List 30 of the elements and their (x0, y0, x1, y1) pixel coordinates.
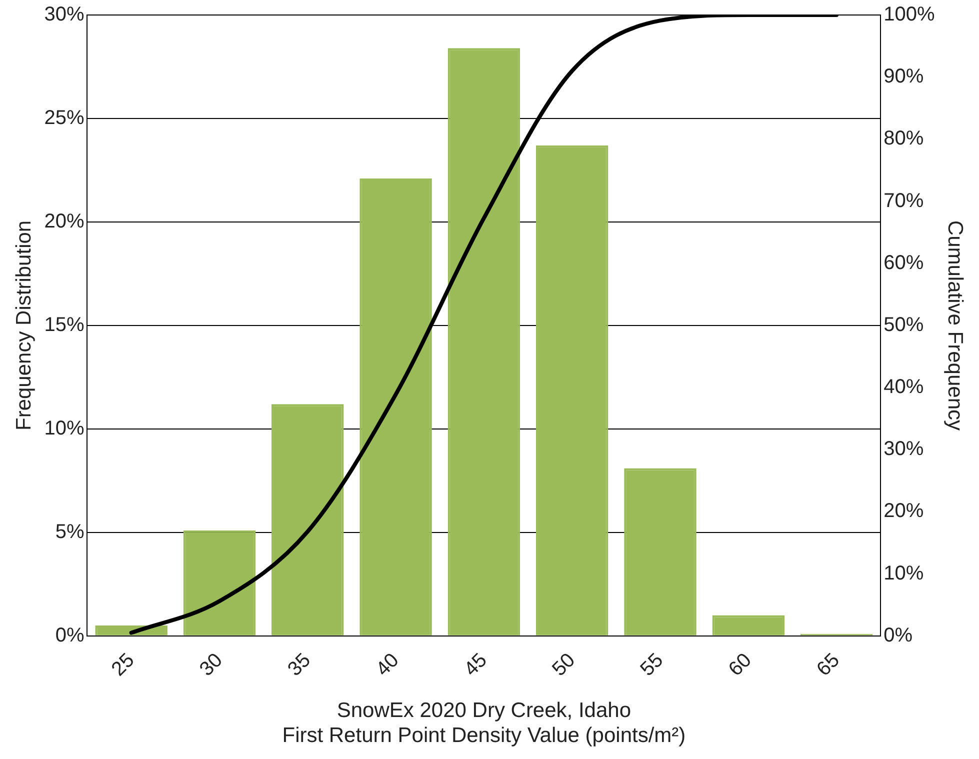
y-tick-label: 30% (44, 4, 84, 26)
y2-tick-label: 90% (884, 66, 924, 88)
x-tick-label: 30 (196, 649, 227, 681)
y2-axis-title: Cumulative Frequency (944, 220, 967, 431)
y2-tick-label: 40% (884, 376, 924, 398)
y2-tick-label: 20% (884, 500, 924, 522)
y-tick-label: 10% (44, 417, 84, 440)
y2-tick-label: 100% (884, 4, 936, 26)
x-tick-label: 25 (107, 649, 139, 681)
y2-tick-label: 80% (884, 128, 924, 150)
y-tick-label: 25% (44, 107, 84, 129)
y2-tick-label: 30% (884, 438, 924, 460)
x-tick-label: 45 (460, 649, 492, 681)
y2-tick-label: 10% (884, 562, 924, 584)
x-axis-title: SnowEx 2020 Dry Creek, Idaho First Return Point Density Value (points/m²) (282, 698, 686, 748)
x-tick-label: 50 (548, 649, 580, 681)
y2-tick-label: 60% (884, 252, 924, 274)
y-axis-title: Frequency Distribution (12, 220, 36, 430)
x-tick-label: 55 (636, 649, 668, 681)
x-tick-label: 65 (812, 649, 844, 681)
y2-tick-label: 50% (884, 314, 924, 336)
y-tick-label: 5% (55, 520, 84, 543)
y2-tick-label: 0% (884, 624, 913, 646)
x-tick-label: 60 (724, 649, 756, 681)
x-tick-label: 35 (284, 649, 316, 681)
y-tick-label: 20% (44, 210, 84, 232)
y2-tick-label: 70% (884, 190, 924, 212)
x-tick-label: 40 (372, 649, 404, 681)
y-tick-label: 15% (44, 314, 84, 336)
y-tick-label: 0% (55, 624, 84, 646)
